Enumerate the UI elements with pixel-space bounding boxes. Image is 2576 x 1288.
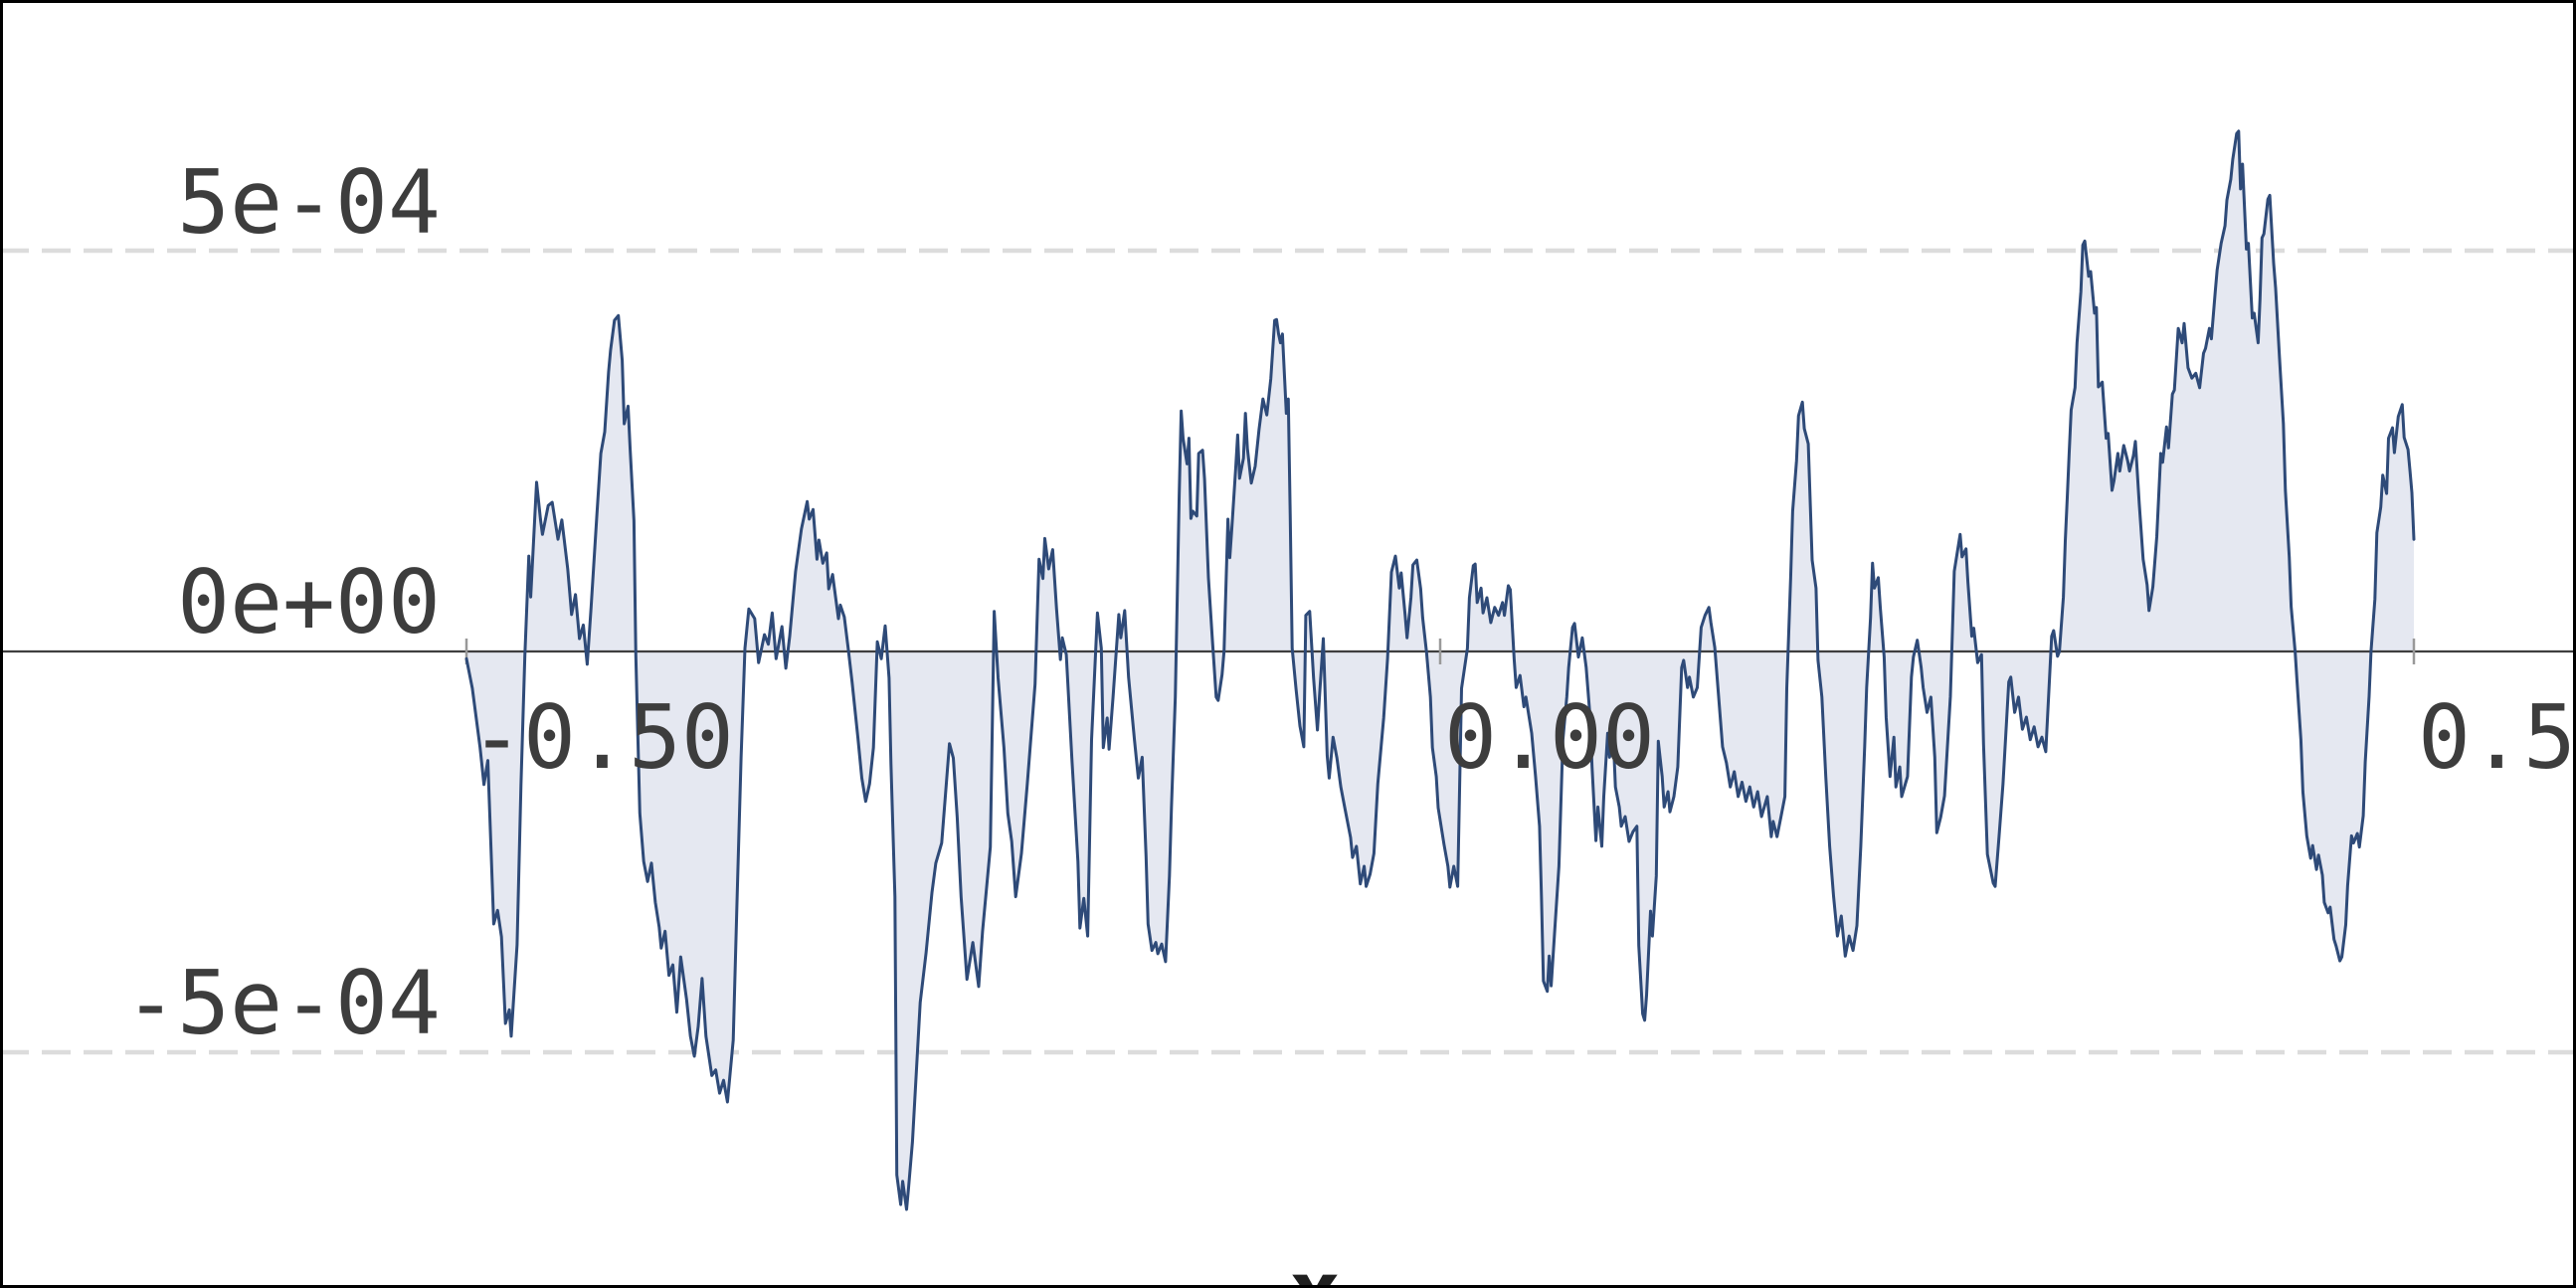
x-axis-title: x (1289, 1241, 1342, 1288)
x-tick-label-left: -0.50 (470, 686, 734, 789)
y-tick-label-positive: 5e-04 (177, 151, 441, 254)
area-fill (466, 130, 2414, 1209)
y-tick-label-zero: 0e+00 (177, 551, 441, 653)
plot-layers (0, 129, 2576, 1211)
x-tick-label-center: 0.00 (1444, 686, 1655, 789)
signal-line (464, 129, 2416, 1211)
x-tick-label-right: 0.5 (2418, 686, 2576, 789)
y-tick-label-negative: -5e-04 (124, 952, 441, 1054)
